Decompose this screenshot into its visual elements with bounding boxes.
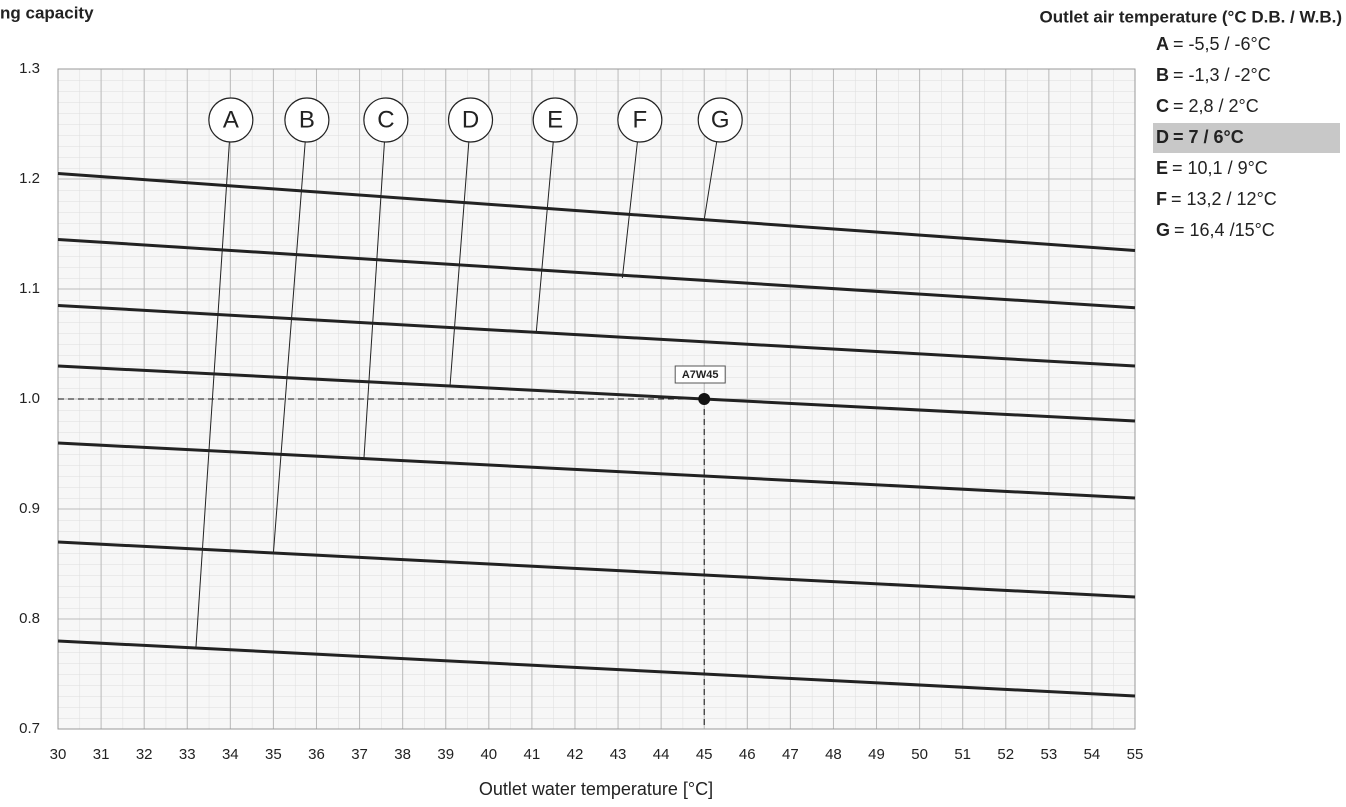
series-line <box>57 238 1136 310</box>
x-tick-label: 48 <box>825 746 842 763</box>
leader-circle <box>617 97 663 143</box>
point-label-box <box>674 365 726 384</box>
legend-text: = 2,8 / 2°C <box>1173 96 1259 116</box>
x-tick-label: 42 <box>567 746 584 763</box>
x-tick-label: 46 <box>739 746 756 763</box>
x-tick-label: 50 <box>911 746 928 763</box>
x-tick-label: 32 <box>136 746 153 763</box>
leader-label: C <box>377 106 394 133</box>
legend-item: B = -1,3 / -2°C <box>1156 65 1271 85</box>
leader-label: D <box>462 106 479 133</box>
legend-text: = 10,1 / 9°C <box>1172 158 1268 178</box>
series-line <box>57 364 1136 423</box>
legend-key: D <box>1156 127 1169 147</box>
data-point <box>698 393 711 405</box>
leader-line <box>272 119 308 554</box>
series-line <box>57 441 1136 500</box>
legend-text: = -5,5 / -6°C <box>1173 34 1271 54</box>
x-tick-label: 51 <box>954 746 971 763</box>
series-line <box>57 639 1136 698</box>
legend-text: = -1,3 / -2°C <box>1173 65 1271 85</box>
legend-key: F <box>1156 189 1167 209</box>
y-tick-label: 1.1 <box>19 280 40 297</box>
leader-line <box>621 119 641 279</box>
x-tick-label: 38 <box>394 746 411 763</box>
point-label: A7W45 <box>682 369 719 381</box>
x-tick-label: 45 <box>696 746 713 763</box>
legend-item: E = 10,1 / 9°C <box>1156 158 1268 178</box>
x-tick-label: 40 <box>480 746 497 763</box>
leader-circle <box>208 97 254 143</box>
y-tick-label: 1.3 <box>19 60 40 77</box>
leader-label: E <box>547 106 563 133</box>
x-tick-label: 33 <box>179 746 196 763</box>
legend-key: G <box>1156 220 1170 240</box>
legend-key: A <box>1156 34 1169 54</box>
x-tick-label: 43 <box>610 746 627 763</box>
legend-title: Outlet air temperature (°C D.B. / W.B.) <box>1040 7 1342 26</box>
series-line <box>57 540 1136 599</box>
x-tick-label: 34 <box>222 746 239 763</box>
x-tick-label: 35 <box>265 746 282 763</box>
y-tick-label: 0.7 <box>19 720 40 737</box>
leader-circle <box>447 97 494 143</box>
series-line <box>57 172 1136 252</box>
legend-text: = 16,4 /15°C <box>1174 220 1275 240</box>
leader-line <box>535 119 556 334</box>
y-tick-label: 1.0 <box>19 390 40 407</box>
x-axis-label: Outlet water temperature [°C] <box>479 779 713 799</box>
legend-item: F = 13,2 / 12°C <box>1156 189 1277 209</box>
leader-label: B <box>299 106 315 133</box>
legend-highlight <box>1153 123 1340 153</box>
leader-circle <box>697 97 743 143</box>
leader-line <box>363 119 387 460</box>
legend-key: C <box>1156 96 1169 116</box>
leader-label: G <box>711 106 730 133</box>
legend-item: C = 2,8 / 2°C <box>1156 96 1259 116</box>
legend-item: G = 16,4 /15°C <box>1156 220 1275 240</box>
series-line <box>57 304 1136 368</box>
leader-line <box>195 119 232 649</box>
leader-label: F <box>633 106 648 133</box>
legend-item: A = -5,5 / -6°C <box>1156 34 1271 54</box>
legend-key: E <box>1156 158 1168 178</box>
y-tick-label: 0.8 <box>19 610 40 627</box>
y-tick-label: 1.2 <box>19 170 40 187</box>
chart-title: ng capacity <box>0 3 94 22</box>
legend-text: = 13,2 / 12°C <box>1171 189 1277 209</box>
x-tick-label: 44 <box>653 746 670 763</box>
x-tick-label: 39 <box>437 746 454 763</box>
x-tick-label: 49 <box>868 746 885 763</box>
legend-text: = 7 / 6°C <box>1173 127 1244 147</box>
x-tick-label: 54 <box>1084 746 1101 763</box>
x-tick-label: 37 <box>351 746 368 763</box>
legend-key: B <box>1156 65 1169 85</box>
leader-line <box>449 119 472 386</box>
leader-circle <box>363 97 409 143</box>
legend-item: D = 7 / 6°C <box>1156 127 1244 147</box>
x-tick-label: 47 <box>782 746 799 763</box>
x-tick-label: 41 <box>524 746 541 763</box>
x-tick-label: 31 <box>93 746 110 763</box>
leader-label: A <box>223 106 239 133</box>
leader-circle <box>532 97 578 143</box>
x-tick-label: 53 <box>1040 746 1057 763</box>
y-tick-label: 0.9 <box>19 500 40 517</box>
leader-circle <box>284 97 330 143</box>
x-tick-label: 55 <box>1127 746 1144 763</box>
x-tick-label: 36 <box>308 746 325 763</box>
x-tick-label: 30 <box>50 746 67 763</box>
x-tick-label: 52 <box>997 746 1014 763</box>
